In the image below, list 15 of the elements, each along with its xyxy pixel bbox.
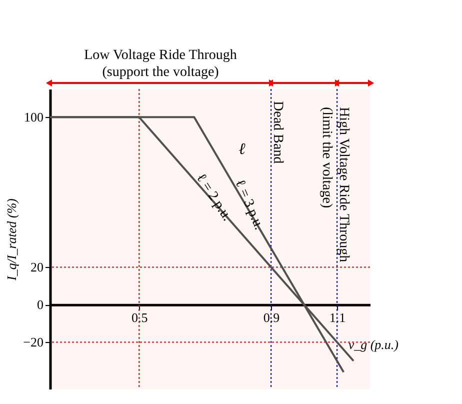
y-tick-label: 20	[30, 260, 44, 275]
y-tick-label: 100	[24, 110, 44, 125]
x-axis-title: v_g (p.u.)	[348, 337, 398, 352]
x-tick-label: 0.5	[131, 310, 148, 326]
text: ℓ = 3 p.u.	[232, 177, 266, 232]
annotation: ℓ	[238, 141, 246, 158]
y-axis-title: I_q/I_rated (%)	[4, 198, 20, 282]
band-label: High Voltage Ride Through (limit the voltage)	[319, 107, 352, 262]
x-tick-label: 1.1	[329, 310, 346, 326]
text: ℓ = 2 p.u.	[192, 171, 234, 224]
band-label: Dead Band	[270, 101, 286, 164]
y-tick-label: −20	[23, 334, 44, 350]
y-tick-label: 0	[37, 297, 44, 312]
band-label: Low Voltage Ride Through (support the voltage)	[84, 48, 237, 80]
x-tick-label: 0.9	[263, 310, 280, 326]
